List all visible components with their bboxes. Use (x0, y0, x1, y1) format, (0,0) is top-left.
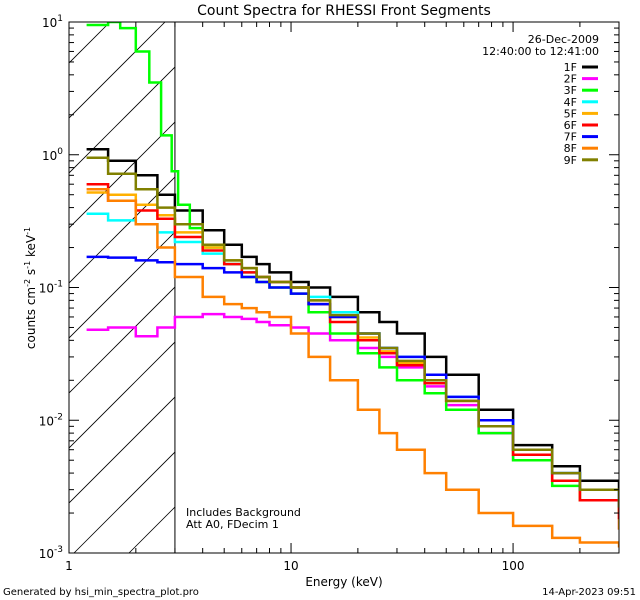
legend-label-1F: 1F (564, 61, 577, 74)
legend-label-4F: 4F (564, 96, 577, 109)
x-tick-label: 10 (283, 559, 298, 573)
hatch-line (514, 0, 640, 553)
series-line-1F (86, 148, 619, 490)
series-line-9F (86, 156, 619, 508)
hatch-line (69, 121, 175, 229)
hatch-line (69, 396, 175, 504)
plot-frame (68, 21, 620, 554)
hatched-region (69, 0, 640, 553)
legend-label-6F: 6F (564, 119, 577, 132)
annotation-attenuator: Att A0, FDecim 1 (186, 518, 279, 531)
y-tick-label: 10-1 (39, 280, 63, 296)
axes: 1 10 100 10-3 10-2 10-1 100 101 (39, 14, 620, 573)
hatch-line (69, 22, 166, 119)
series-line-7F (86, 255, 619, 508)
legend-label-7F: 7F (564, 131, 577, 144)
hatch-line (349, 0, 640, 553)
hatch-line (69, 176, 175, 284)
hatch-line (459, 0, 640, 553)
y-axis-label: counts cm-2 s-1 keV-1 (23, 227, 38, 349)
legend-date: 26-Dec-2009 (528, 33, 599, 46)
chart-title: Count Spectra for RHESSI Front Segments (197, 3, 491, 19)
x-axis-label: Energy (keV) (305, 575, 382, 589)
x-tick-label: 1 (65, 559, 73, 573)
annotation-background: Includes Background (186, 506, 301, 519)
series-group (86, 22, 619, 548)
hatch-line (624, 0, 640, 553)
hatch-line (69, 341, 175, 449)
hatch-line (294, 0, 640, 553)
series-line-4F (86, 212, 619, 508)
hatch-line (404, 0, 640, 553)
legend-label-5F: 5F (564, 107, 577, 120)
footer-generated-by: Generated by hsi_min_spectra_plot.pro (3, 587, 199, 598)
y-tick-label: 10-2 (39, 412, 63, 428)
hatch-line (69, 22, 111, 64)
legend-label-8F: 8F (564, 142, 577, 155)
x-tick-label: 100 (502, 559, 525, 573)
legend-label-3F: 3F (564, 84, 577, 97)
series-line-8F (86, 187, 619, 548)
series-line-2F (86, 312, 619, 530)
legend-time-range: 12:40:00 to 12:41:00 (482, 45, 599, 58)
y-tick-label: 100 (42, 147, 63, 163)
footer-timestamp: 14-Apr-2023 09:51 (542, 587, 636, 598)
legend-label-9F: 9F (564, 154, 577, 167)
y-tick-label: 10-3 (39, 545, 63, 561)
y-tick-label: 101 (42, 14, 63, 30)
hatch-line (69, 286, 175, 394)
series-line-6F (86, 182, 619, 520)
legend-label-2F: 2F (564, 73, 577, 86)
series-line-3F (86, 22, 619, 513)
series-line-5F (86, 191, 619, 530)
hatch-line (69, 231, 175, 339)
